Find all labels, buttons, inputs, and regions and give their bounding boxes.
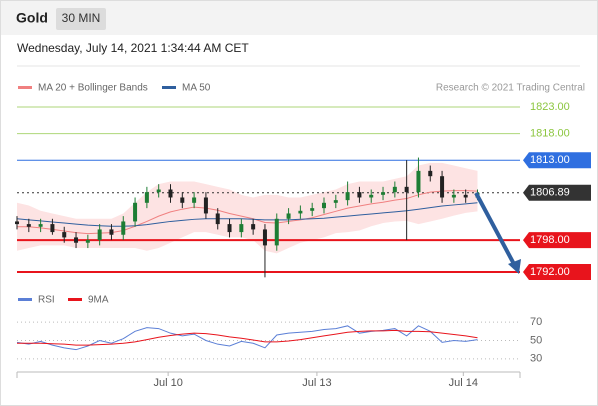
- legend-swatch: [18, 86, 32, 89]
- candle-body: [156, 189, 161, 193]
- bollinger-band: [17, 162, 478, 254]
- legend-swatch: [162, 86, 176, 89]
- candle-body: [440, 176, 445, 198]
- ma-line: [17, 190, 478, 235]
- level-label: 1798.00: [530, 234, 570, 246]
- candle-body: [62, 232, 67, 238]
- candle-body: [392, 186, 397, 193]
- candle-body: [345, 192, 350, 201]
- candle-body: [416, 170, 421, 193]
- level-label: 1823.00: [530, 101, 570, 113]
- candle-body: [404, 186, 409, 193]
- candle-body: [321, 202, 326, 209]
- candle-body: [133, 202, 138, 222]
- candle-body: [38, 224, 43, 227]
- candle-body: [463, 194, 468, 198]
- candle-body: [97, 229, 102, 241]
- candle-body: [286, 213, 291, 219]
- candle-body: [381, 192, 386, 195]
- candle-body: [168, 189, 173, 198]
- candle-body: [298, 210, 303, 214]
- x-tick-label: Jul 14: [449, 377, 478, 389]
- candle-body: [109, 229, 114, 235]
- arrow-head: [508, 259, 521, 274]
- rsi-line: [17, 329, 478, 346]
- timeframe: 30 MIN: [62, 11, 101, 25]
- candle-body: [333, 200, 338, 203]
- y-tick-label: 50: [530, 334, 542, 346]
- candle-body: [121, 221, 126, 235]
- y-tick-label: 30: [530, 353, 542, 365]
- level-box: [523, 184, 591, 201]
- level-label: 1818.00: [530, 128, 570, 140]
- candle-body: [85, 240, 90, 243]
- candle-body: [144, 192, 149, 203]
- level-label: 1806.89: [530, 187, 570, 199]
- candle-body: [180, 197, 185, 203]
- symbol: Gold: [16, 10, 48, 26]
- level-box: [523, 152, 591, 169]
- rsi-line: [16, 325, 478, 351]
- candle-body: [369, 194, 374, 198]
- candle-body: [274, 218, 279, 246]
- candle-body: [357, 192, 362, 198]
- y-tick-label: 70: [530, 316, 542, 328]
- legend-label: MA 50: [182, 83, 211, 94]
- legend-label: MA 20 + Bollinger Bands: [38, 83, 148, 94]
- forecast-arrow: [474, 192, 517, 267]
- candle-body: [192, 197, 197, 203]
- level-label: 1792.00: [530, 266, 570, 278]
- candle-body: [310, 208, 315, 211]
- plot: 1823.00 1818.00 1813.00 1806.89 1798.00 1792.…: [15, 83, 591, 389]
- candle-body: [262, 229, 267, 246]
- level-box: [523, 264, 591, 281]
- candle-body: [428, 170, 433, 177]
- x-tick-label: Jul 13: [302, 377, 331, 389]
- timeframe-badge: [56, 8, 106, 30]
- ma-line: [16, 202, 478, 227]
- legend-swatch: [18, 298, 32, 301]
- candle-body: [251, 224, 256, 230]
- legend-label: 9MA: [88, 295, 109, 306]
- candle-body: [215, 213, 220, 225]
- candle-body: [203, 197, 208, 214]
- candle-body: [227, 224, 232, 233]
- candle-body: [15, 221, 19, 225]
- candle-body: [451, 194, 456, 198]
- candle-body: [26, 224, 31, 227]
- level-label: 1813.00: [530, 154, 570, 166]
- level-box: [523, 232, 591, 249]
- candle-body: [239, 224, 244, 233]
- candle-body: [74, 237, 79, 243]
- legend-label: RSI: [38, 295, 55, 306]
- date: Wednesday, July 14, 2021 1:34:44 AM CET: [17, 41, 249, 55]
- candle-body: [50, 224, 55, 233]
- x-tick-label: Jul 10: [153, 377, 182, 389]
- legend-swatch: [68, 298, 82, 301]
- credit: Research © 2021 Trading Central: [436, 83, 585, 94]
